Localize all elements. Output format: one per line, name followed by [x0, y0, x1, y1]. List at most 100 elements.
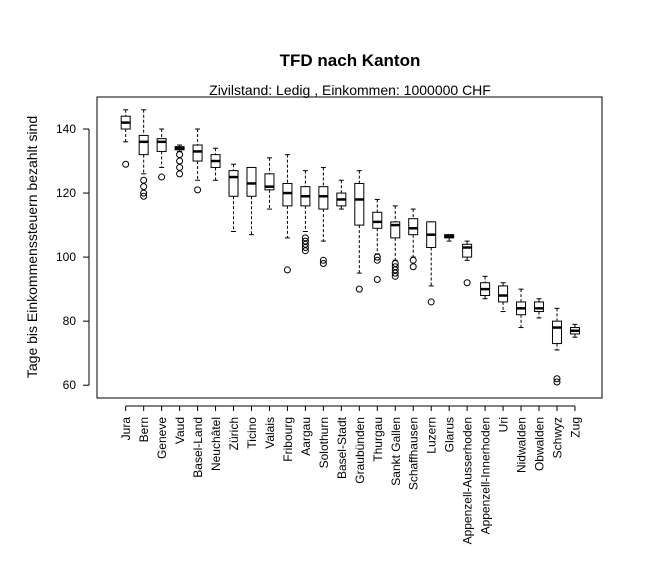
- category-label: Schaffhausen: [407, 417, 421, 490]
- category-label: Ticino: [245, 417, 259, 449]
- outlier-point: [194, 186, 202, 194]
- box-8: [264, 157, 275, 210]
- outlier-point: [355, 285, 363, 293]
- outlier-point: [391, 263, 399, 271]
- category-label: Graubünden: [353, 417, 367, 484]
- box-5: [210, 147, 221, 181]
- box-24: [551, 307, 562, 386]
- box-10: [300, 170, 311, 255]
- category-label: Basel-Land: [191, 417, 205, 478]
- box-16: [408, 208, 419, 271]
- iqr-box: [462, 243, 473, 258]
- box-7: [246, 166, 257, 236]
- outlier-point: [158, 173, 166, 181]
- iqr-box: [192, 144, 203, 162]
- iqr-box: [498, 285, 509, 303]
- category-label: Sankt Gallen: [389, 417, 403, 486]
- outlier-point: [140, 183, 148, 191]
- y-tick-label: 120: [56, 186, 76, 200]
- category-label: Appenzell-Innerhoden: [479, 417, 493, 534]
- category-label: Vaud: [173, 417, 187, 444]
- iqr-box: [282, 182, 293, 207]
- box-18: [444, 234, 455, 242]
- category-label: Luzern: [425, 417, 439, 454]
- y-tick-label: 100: [56, 250, 76, 264]
- outlier-point: [301, 237, 309, 245]
- outlier-point: [140, 176, 148, 184]
- category-label: Basel-Stadt: [335, 416, 349, 479]
- chart-subtitle: Zivilstand: Ledig , Einkommen: 1000000 C…: [209, 82, 491, 98]
- box-22: [516, 288, 527, 329]
- iqr-box: [372, 211, 383, 229]
- outlier-point: [409, 263, 417, 271]
- category-label: Appenzell-Ausserhoden: [461, 417, 475, 544]
- boxes-group: [120, 109, 580, 386]
- y-axis: 60 80 100 120 140: [56, 122, 90, 392]
- category-label: Neuchâtel: [209, 417, 223, 471]
- iqr-box: [390, 221, 401, 239]
- outlier-point: [283, 266, 291, 274]
- category-label: Obwalden: [533, 417, 547, 471]
- outlier-point: [319, 256, 327, 264]
- iqr-box: [246, 166, 257, 197]
- box-6: [228, 163, 239, 232]
- category-label: Fribourg: [281, 417, 295, 462]
- outlier-point: [427, 298, 435, 306]
- iqr-box: [551, 320, 562, 345]
- plot-frame: [96, 96, 603, 399]
- outlier-point: [553, 378, 561, 386]
- box-15: [390, 205, 401, 280]
- outlier-point: [301, 234, 309, 242]
- box-19: [462, 240, 473, 287]
- box-11: [318, 166, 329, 268]
- category-label: Geneve: [155, 417, 169, 459]
- iqr-box: [264, 173, 275, 191]
- box-17: [426, 221, 437, 306]
- category-label: Jura: [119, 417, 133, 441]
- box-20: [480, 275, 491, 300]
- iqr-box: [318, 186, 329, 210]
- category-label: Solothurn: [317, 417, 331, 468]
- category-label: Bern: [137, 417, 151, 442]
- box-13: [354, 170, 365, 293]
- category-label: Zürich: [227, 417, 241, 450]
- y-axis-label: Tage bis Einkommenssteuern bezahlt sind: [24, 116, 40, 378]
- iqr-box: [354, 182, 365, 226]
- box-2: [156, 128, 167, 181]
- category-label: Nidwalden: [515, 417, 529, 473]
- outlier-point: [373, 256, 381, 264]
- box-23: [534, 298, 545, 319]
- iqr-box: [156, 138, 167, 152]
- outlier-point: [391, 260, 399, 268]
- outlier-point: [463, 279, 471, 287]
- x-axis: Jura Bern Geneve Vaud Basel-Land Neuchâtel Zür…: [119, 405, 582, 544]
- y-tick-label: 140: [56, 122, 76, 136]
- box-12: [336, 179, 347, 210]
- outlier-point: [176, 170, 184, 178]
- box-14: [372, 198, 383, 284]
- outlier-point: [319, 260, 327, 268]
- outlier-point: [176, 157, 184, 165]
- iqr-box: [138, 134, 149, 156]
- box-4: [192, 128, 203, 194]
- iqr-box: [534, 301, 545, 313]
- y-tick-label: 60: [63, 378, 77, 392]
- box-0: [120, 109, 131, 168]
- category-label: Valais: [263, 417, 277, 449]
- box-9: [282, 154, 293, 274]
- chart-title: TFD nach Kanton: [280, 51, 421, 70]
- category-label: Zug: [568, 417, 582, 438]
- category-label: Uri: [497, 417, 511, 432]
- outlier-point: [373, 276, 381, 284]
- category-label: Aargau: [299, 417, 313, 456]
- category-label: Schwyz: [550, 417, 564, 458]
- outlier-point: [140, 192, 148, 200]
- y-tick-label: 80: [63, 314, 77, 328]
- box-25: [569, 323, 580, 338]
- outlier-point: [122, 160, 130, 168]
- outlier-point: [176, 151, 184, 159]
- category-label: Thurgau: [371, 417, 385, 462]
- outlier-point: [553, 375, 561, 383]
- box-3: [174, 144, 185, 178]
